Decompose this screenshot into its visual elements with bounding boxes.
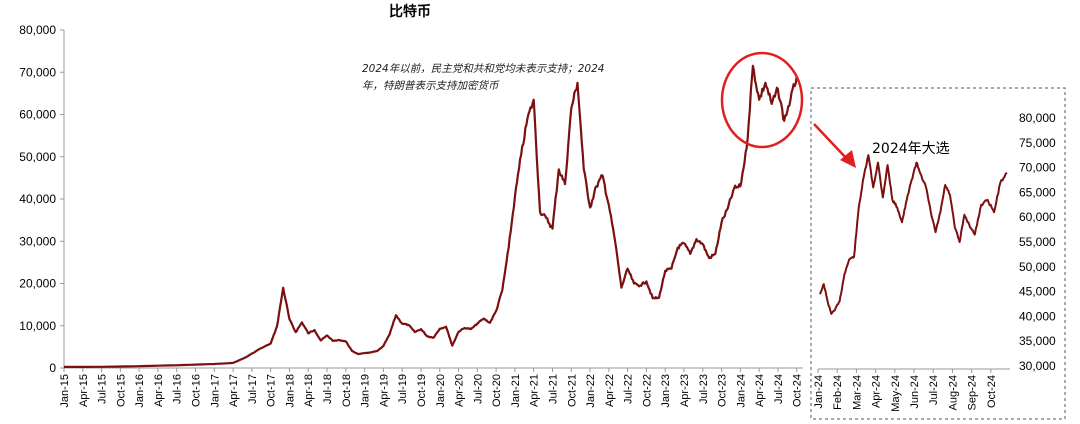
main-x-tick-label: Jan-24 [735, 374, 747, 408]
inset-y-tick-label: 50,000 [1019, 260, 1056, 274]
inset-y-tick-label: 70,000 [1019, 161, 1056, 175]
main-x-tick-label: Jul-22 [623, 374, 635, 404]
callout-arrow [813, 123, 849, 161]
main-x-tick-label: Jan-23 [660, 374, 672, 408]
main-price-line [64, 64, 798, 368]
main-x-tick-label: Oct-18 [341, 374, 353, 407]
inset-title: 2024年大选 [872, 141, 950, 157]
main-x-tick-label: Apr-17 [228, 374, 240, 407]
main-y-tick-label: 60,000 [19, 108, 56, 122]
inset-x-tick-label: Oct-24 [986, 375, 998, 408]
chart-title: 比特币 [389, 3, 431, 20]
highlight-circle [720, 51, 804, 149]
inset-x-tick-label: May-24 [890, 375, 902, 412]
main-x-tick-label: Apr-24 [754, 374, 766, 407]
main-y-axis: 0 10,000 20,000 30,000 40,000 50,000 60,000 70,… [19, 23, 65, 375]
inset-y-tick-label: 40,000 [1019, 309, 1056, 323]
main-x-tick-label: Apr-20 [454, 374, 466, 407]
main-x-tick-label: Jan-21 [510, 374, 522, 408]
main-x-tick-label: Jan-17 [209, 374, 221, 408]
main-x-tick-label: Oct-20 [491, 374, 503, 407]
main-x-tick-label: Jul-19 [397, 374, 409, 404]
inset-y-tick-label: 75,000 [1019, 136, 1056, 150]
inset-y-tick-label: 65,000 [1019, 185, 1056, 199]
main-y-tick-label: 80,000 [19, 23, 56, 37]
inset-x-tick-label: Feb-24 [832, 375, 844, 410]
inset-x-tick-label: Jan-24 [813, 375, 825, 409]
inset-x-tick-label: Aug-24 [947, 375, 959, 410]
main-x-tick-label: Jan-16 [134, 374, 146, 408]
callout-arrowhead [840, 150, 856, 168]
inset-x-tick-label: Mar-24 [851, 375, 863, 410]
inset-x-tick-label: Jun-24 [909, 375, 921, 409]
main-x-tick-label: Jan-20 [435, 374, 447, 408]
main-y-tick-label: 50,000 [19, 150, 56, 164]
annotation-line-1: 2024年以前，民主党和共和党均未表示支持；2024 [362, 63, 604, 75]
inset-y-tick-label: 80,000 [1019, 111, 1056, 125]
main-y-tick-label: 20,000 [19, 277, 56, 291]
main-x-tick-label: Apr-21 [529, 374, 541, 407]
main-y-tick-label: 10,000 [19, 319, 56, 333]
main-x-tick-label: Apr-18 [303, 374, 315, 407]
inset-y-tick-label: 45,000 [1019, 285, 1056, 299]
inset-y-tick-label: 55,000 [1019, 235, 1056, 249]
main-x-tick-label: Oct-22 [641, 374, 653, 407]
main-x-tick-label: Oct-16 [191, 374, 203, 407]
inset-x-tick-label: Apr-24 [871, 375, 883, 408]
main-x-tick-label: Jul-21 [547, 374, 559, 404]
inset-x-tick-label: Jul-24 [928, 375, 940, 405]
main-x-tick-label: Jan-22 [585, 374, 597, 408]
inset-y-tick-label: 35,000 [1019, 334, 1056, 348]
main-x-tick-label: Apr-22 [604, 374, 616, 407]
inset-x-tick-label: Sep-24 [967, 375, 979, 410]
main-x-tick-label: Oct-24 [792, 374, 804, 407]
main-y-tick-label: 70,000 [19, 65, 56, 79]
main-x-tick-label: Jan-19 [360, 374, 372, 408]
main-x-tick-label: Apr-15 [78, 374, 90, 407]
main-x-tick-label: Apr-23 [679, 374, 691, 407]
main-x-tick-label: Jan-15 [59, 374, 71, 408]
main-y-tick-label: 40,000 [19, 192, 56, 206]
main-x-tick-label: Jul-17 [247, 374, 259, 404]
main-x-tick-label: Jul-15 [97, 374, 109, 404]
inset-frame [810, 87, 1066, 420]
annotation-line-2: 年，特朗普表示支持加密货币 [362, 80, 500, 92]
main-x-tick-label: Oct-17 [266, 374, 278, 407]
main-x-tick-label: Oct-19 [416, 374, 428, 407]
inset-y-axis: 30,000 35,000 40,000 45,000 50,000 55,000 60,0… [1019, 111, 1056, 373]
main-x-axis: Jan-15 Apr-15 Jul-15 Oct-15 Jan-16 Apr-16 Jul-… [59, 367, 804, 408]
inset-y-tick-label: 60,000 [1019, 210, 1056, 224]
inset-price-line [819, 154, 1008, 315]
main-x-tick-label: Oct-15 [115, 374, 127, 407]
inset-y-tick-label: 30,000 [1019, 359, 1056, 373]
main-x-tick-label: Jul-24 [773, 374, 785, 404]
main-x-tick-label: Apr-16 [153, 374, 165, 407]
main-x-tick-label: Jul-18 [322, 374, 334, 404]
main-x-tick-label: Jul-16 [172, 374, 184, 404]
main-x-tick-label: Jul-23 [698, 374, 710, 404]
main-y-tick-label: 0 [49, 361, 56, 375]
inset-x-axis: Jan-24 Feb-24 Mar-24 Apr-24 May-24 Jun-24 Jul-… [813, 368, 1010, 412]
main-x-tick-label: Oct-21 [566, 374, 578, 407]
main-x-tick-label: Jul-20 [472, 374, 484, 404]
main-x-tick-label: Jan-18 [284, 374, 296, 408]
main-y-tick-label: 30,000 [19, 234, 56, 248]
main-x-tick-label: Oct-23 [717, 374, 729, 407]
main-x-tick-label: Apr-19 [378, 374, 390, 407]
